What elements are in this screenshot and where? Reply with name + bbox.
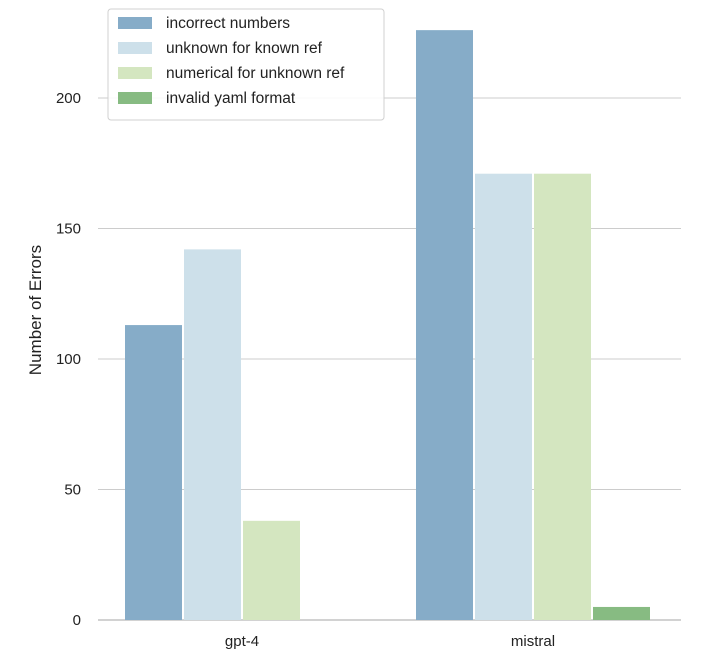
bar bbox=[416, 30, 473, 620]
legend: incorrect numbers unknown for known ref nu… bbox=[107, 8, 385, 121]
legend-swatch bbox=[118, 67, 152, 79]
legend-label: invalid yaml format bbox=[166, 90, 296, 107]
legend-label: incorrect numbers bbox=[166, 15, 290, 32]
y-tick-label: 200 bbox=[56, 90, 81, 107]
bars bbox=[125, 30, 650, 620]
legend-label: unknown for known ref bbox=[166, 40, 323, 57]
y-tick-labels: 0 50 100 150 200 bbox=[56, 90, 81, 629]
legend-swatch bbox=[118, 92, 152, 104]
legend-label: numerical for unknown ref bbox=[166, 65, 345, 82]
x-tick-label: mistral bbox=[511, 633, 555, 650]
y-tick-label: 150 bbox=[56, 221, 81, 238]
y-tick-label: 50 bbox=[64, 482, 81, 499]
legend-swatch bbox=[118, 42, 152, 54]
x-tick-label: gpt-4 bbox=[225, 633, 259, 650]
y-tick-label: 100 bbox=[56, 351, 81, 368]
x-tick-labels: gpt-4 mistral bbox=[225, 633, 555, 650]
bar bbox=[125, 325, 182, 620]
bar bbox=[475, 173, 532, 620]
y-tick-label: 0 bbox=[73, 612, 81, 629]
bar bbox=[184, 249, 241, 620]
y-axis-label: Number of Errors bbox=[26, 245, 45, 375]
legend-frame bbox=[107, 8, 385, 121]
bar bbox=[243, 520, 300, 620]
bar bbox=[534, 173, 591, 620]
legend-swatch bbox=[118, 17, 152, 29]
bar bbox=[593, 606, 650, 620]
